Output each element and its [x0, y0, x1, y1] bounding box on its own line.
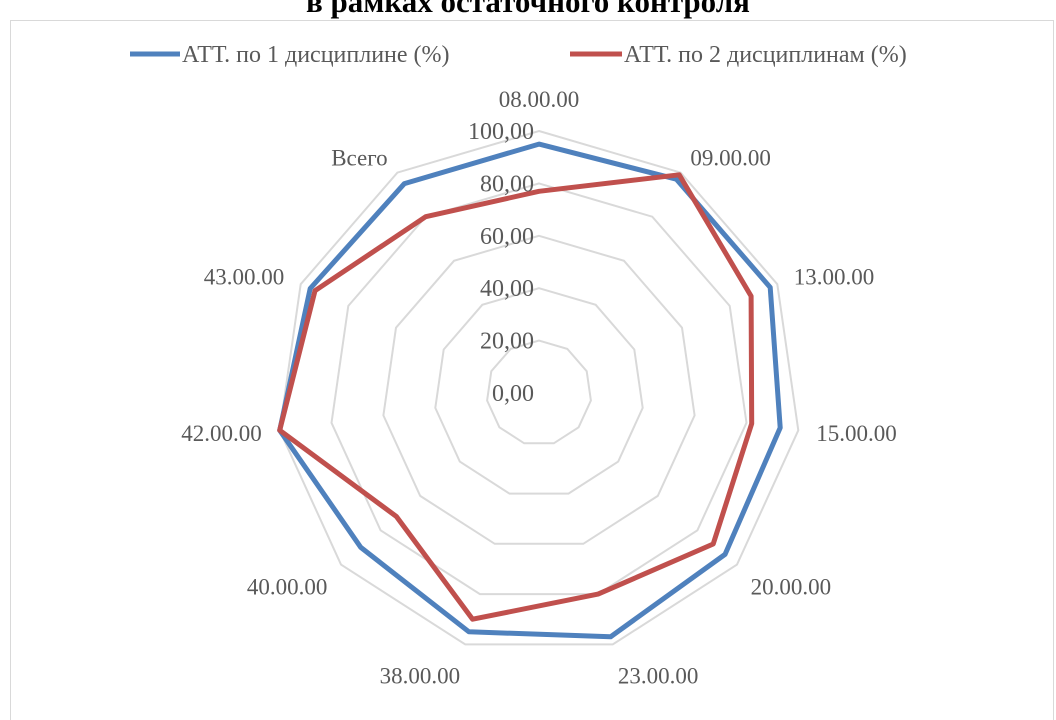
grid-ring — [382, 234, 696, 545]
tick-label: 60,00 — [480, 224, 534, 250]
series-layer — [277, 141, 783, 640]
category-label: 40.00.00 — [247, 574, 328, 599]
radar-grid — [278, 129, 800, 646]
tick-labels: 0,00 20,00 40,00 60,00 80,00 100,00 — [468, 119, 534, 407]
series-line-2 — [277, 172, 755, 622]
series-line-1 — [277, 141, 783, 640]
legend: АТТ. по 1 дисциплине (%) АТТ. по 2 дисцип… — [130, 42, 907, 68]
tick-label: 40,00 — [480, 276, 534, 302]
category-label: 13.00.00 — [794, 265, 875, 290]
category-labels: 08.00.00 09.00.00 13.00.00 15.00.00 20.00.00… — [181, 87, 896, 689]
category-label: 15.00.00 — [816, 421, 897, 446]
category-label: Всего — [331, 145, 387, 170]
tick-label: 0,00 — [492, 381, 534, 407]
category-label: 08.00.00 — [499, 87, 580, 112]
category-label: 42.00.00 — [181, 421, 262, 446]
category-label: 38.00.00 — [380, 664, 461, 689]
grid-ring — [486, 339, 592, 445]
tick-label: 100,00 — [468, 119, 534, 145]
radar-chart: АТТ. по 1 дисциплине (%) АТТ. по 2 дисцип… — [130, 42, 907, 689]
grid-ring — [278, 129, 800, 646]
grid-ring — [330, 182, 748, 596]
legend-label: АТТ. по 1 дисциплине (%) — [182, 42, 450, 68]
chart-title: в рамках остаточного контроля — [306, 0, 750, 19]
category-label: 20.00.00 — [751, 574, 832, 599]
category-label: 43.00.00 — [204, 265, 285, 290]
grid-ring — [434, 287, 644, 495]
tick-label: 80,00 — [480, 171, 534, 197]
category-label: 09.00.00 — [690, 145, 771, 170]
legend-label: АТТ. по 2 дисциплинам (%) — [624, 42, 907, 68]
tick-label: 20,00 — [480, 329, 534, 355]
chart-frame — [10, 20, 1054, 720]
category-label: 23.00.00 — [618, 664, 699, 689]
